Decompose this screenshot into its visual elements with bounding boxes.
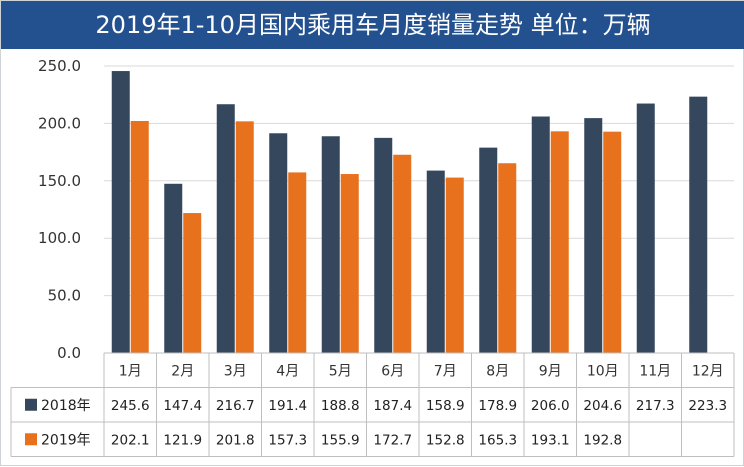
bar-2018-6 xyxy=(374,137,393,353)
legend-label: 2018年 xyxy=(41,398,91,414)
bar-2018-7 xyxy=(426,170,445,353)
data-table: 1月 2月 3月 4月 5月 6月 7月 8月 9月 10月 11月 12月 2018年 245.6 147… xyxy=(10,352,735,457)
y-tick-label: 150.0 xyxy=(38,172,81,190)
y-tick-label: 250.0 xyxy=(38,57,81,75)
data-label: 201.8 xyxy=(216,432,255,448)
bars xyxy=(111,71,708,354)
bar-2019-8 xyxy=(498,163,517,353)
y-tick-label: 200.0 xyxy=(38,114,81,132)
y-tick-label: 50.0 xyxy=(48,287,81,305)
bar-2019-9 xyxy=(550,131,569,353)
data-label: 165.3 xyxy=(478,432,517,448)
data-label: 158.9 xyxy=(426,398,465,414)
category-label: 6月 xyxy=(381,363,404,379)
data-label: 178.9 xyxy=(478,398,517,414)
category-label: 1月 xyxy=(119,363,142,379)
data-label: 204.6 xyxy=(583,398,622,414)
legend-swatch-2019 xyxy=(25,433,37,446)
data-label: 147.4 xyxy=(163,398,202,414)
bar-2018-2 xyxy=(164,183,183,353)
data-label: 223.3 xyxy=(688,398,727,414)
category-label: 5月 xyxy=(329,363,352,379)
bar-2019-10 xyxy=(603,131,622,353)
bar-2018-10 xyxy=(584,118,603,353)
y-axis-ticks: 0.0 50.0 100.0 150.0 200.0 250.0 xyxy=(38,57,81,362)
bar-2018-1 xyxy=(111,71,130,353)
data-label: 121.9 xyxy=(163,432,202,448)
data-label: 217.3 xyxy=(636,398,675,414)
data-label: 245.6 xyxy=(111,398,150,414)
data-label: 206.0 xyxy=(531,398,570,414)
bar-2018-8 xyxy=(479,147,498,353)
data-label: 192.8 xyxy=(583,432,622,448)
data-label: 191.4 xyxy=(268,398,307,414)
category-label: 11月 xyxy=(639,363,671,379)
bar-2018-5 xyxy=(321,136,340,353)
data-label: 202.1 xyxy=(111,432,150,448)
category-label: 8月 xyxy=(486,363,509,379)
y-tick-label: 0.0 xyxy=(57,344,81,362)
chart-title: 2019年1-10月国内乘用车月度销量走势 单位：万辆 xyxy=(1,1,744,49)
data-label: 172.7 xyxy=(373,432,412,448)
category-label: 7月 xyxy=(434,363,457,379)
bar-2019-1 xyxy=(130,120,149,353)
data-label: 157.3 xyxy=(268,432,307,448)
data-label: 188.8 xyxy=(321,398,360,414)
bar-2019-7 xyxy=(445,177,464,353)
category-label: 3月 xyxy=(224,363,247,379)
bar-2018-11 xyxy=(636,103,655,353)
category-label: 10月 xyxy=(587,363,619,379)
bar-2019-3 xyxy=(235,121,254,353)
bar-2019-4 xyxy=(288,172,307,353)
bar-2018-3 xyxy=(216,104,235,354)
bar-2018-12 xyxy=(689,96,708,353)
bar-2019-2 xyxy=(183,213,202,353)
legend-label: 2019年 xyxy=(41,432,91,448)
y-tick-label: 100.0 xyxy=(38,229,81,247)
data-label: 216.7 xyxy=(216,398,255,414)
data-label: 152.8 xyxy=(426,432,465,448)
data-label: 193.1 xyxy=(531,432,570,448)
category-label: 12月 xyxy=(692,363,724,379)
bar-2019-5 xyxy=(340,174,359,353)
bar-2018-4 xyxy=(269,133,288,353)
category-label: 2月 xyxy=(171,363,194,379)
category-label: 9月 xyxy=(539,363,562,379)
data-label: 187.4 xyxy=(373,398,412,414)
category-label: 4月 xyxy=(276,363,299,379)
data-label: 155.9 xyxy=(321,432,360,448)
bar-2019-6 xyxy=(393,154,412,353)
legend-swatch-2018 xyxy=(25,398,37,411)
bar-2018-9 xyxy=(531,116,550,354)
